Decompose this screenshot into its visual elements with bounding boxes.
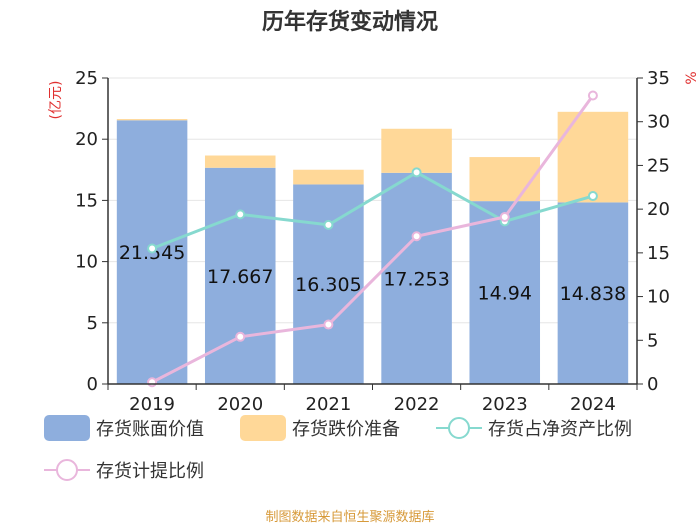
line-point [499, 212, 510, 223]
bar-label: 16.305 [295, 274, 361, 296]
legend-label: 存货占净资产比例 [488, 419, 632, 440]
legend-label: 存货账面价值 [96, 419, 204, 440]
line-point [147, 243, 158, 254]
bar-impairment [469, 157, 541, 202]
bar-label: 14.94 [478, 283, 532, 305]
line-point [323, 319, 334, 330]
source-note: 制图数据来自恒生聚源数据库 [265, 510, 435, 525]
series-line [151, 170, 594, 250]
legend-label: 存货跌价准备 [292, 419, 400, 440]
series-lines [147, 90, 598, 388]
bar-impairment [204, 155, 276, 168]
line-point [147, 377, 158, 388]
line-point [323, 219, 334, 230]
bar-book-value [557, 202, 629, 384]
grid-lines [108, 77, 637, 324]
bar-book-value [293, 184, 364, 384]
left-tick-label: 0 [87, 374, 98, 395]
bar-impairment [557, 111, 629, 203]
line-point [587, 90, 598, 101]
bar-impairment [116, 119, 188, 121]
legend-marker [56, 459, 78, 481]
bar-book-value [469, 201, 541, 384]
left-tick-label: 20 [75, 129, 98, 150]
right-tick-label: 30 [647, 112, 670, 133]
axes: 0 5 10 15 20 25 0 5 10 15 20 25 30 35 2019 2020 2021 2022… [48, 68, 700, 415]
legend-marker [448, 417, 470, 439]
x-tick-label: 2020 [217, 394, 263, 415]
chart-title: 历年存货变动情况 [261, 10, 438, 35]
x-tick-label: 2023 [482, 394, 528, 415]
line-point [235, 209, 246, 220]
bar-book-value [381, 172, 452, 384]
bar-label: 17.253 [383, 268, 449, 290]
bar-label: 17.667 [207, 266, 273, 288]
bar-impairment [293, 169, 364, 185]
right-tick-label: 20 [647, 199, 670, 220]
x-tick-label: 2021 [306, 394, 352, 415]
bars [116, 111, 629, 385]
x-tick-label: 2024 [570, 394, 616, 415]
legend-label: 存货计提比例 [96, 461, 204, 482]
line-point [411, 167, 422, 178]
right-tick-label: 5 [647, 330, 658, 351]
legend-swatch [240, 415, 286, 441]
right-axis-unit: % [684, 71, 700, 84]
x-tick-label: 2019 [129, 394, 175, 415]
line-point [411, 231, 422, 242]
left-tick-label: 5 [87, 313, 98, 334]
right-tick-label: 35 [647, 68, 670, 89]
bar-label: 14.838 [560, 283, 626, 305]
line-point [587, 191, 598, 202]
legend-swatch [44, 415, 90, 441]
right-tick-label: 15 [647, 243, 670, 264]
x-tick-label: 2022 [394, 394, 440, 415]
line-point [235, 331, 246, 342]
left-tick-label: 10 [75, 252, 98, 273]
right-tick-label: 0 [647, 374, 658, 395]
right-tick-label: 25 [647, 155, 670, 176]
series-line [151, 94, 595, 384]
left-axis-unit: (亿元) [48, 81, 64, 120]
left-tick-label: 25 [75, 68, 98, 89]
right-tick-label: 10 [647, 287, 670, 308]
left-tick-label: 15 [75, 190, 98, 211]
bar-impairment [381, 128, 452, 173]
